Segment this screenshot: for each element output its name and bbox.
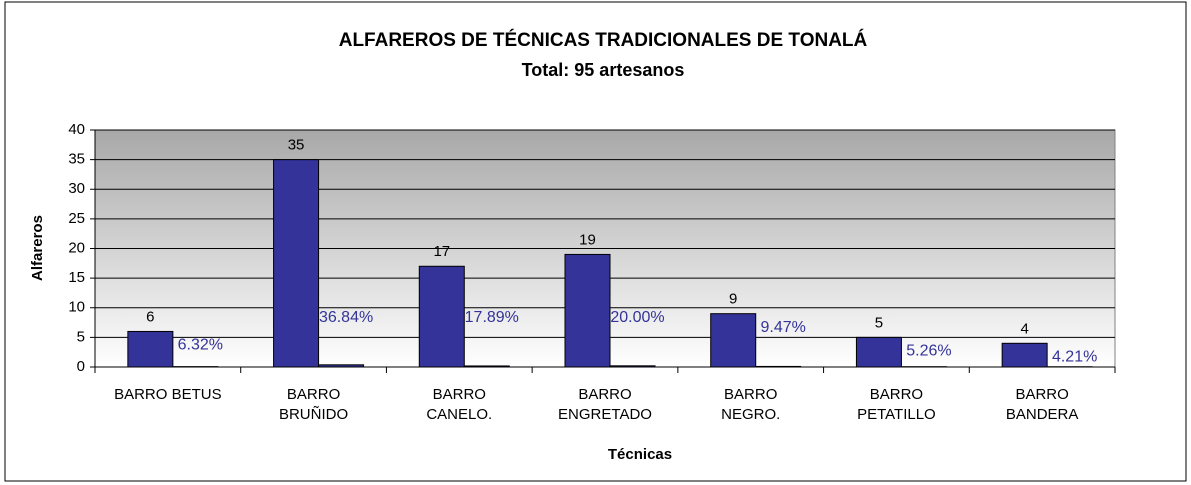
data-label: 6 [146,308,154,325]
y-tick-label: 10 [68,299,85,316]
x-tick-label: BARRO BANDERA [1005,386,1079,423]
y-tick-label: 30 [68,180,85,197]
y-tick-label: 20 [68,239,85,256]
data-label: 20.00% [610,309,664,326]
bar [1001,342,1048,368]
y-tick-label: 15 [68,269,85,286]
y-tick-label: 25 [68,210,85,227]
bar [127,330,174,368]
data-label: 6.32% [178,337,223,354]
data-label: 5.26% [906,343,951,360]
y-tick-label: 35 [68,151,85,168]
bar [855,336,902,368]
x-tick-label: BARRO BRUÑIDO [278,386,349,423]
y-tick-label: 40 [68,121,85,138]
data-label: 17.89% [465,309,519,326]
data-label: 4.21% [1052,349,1097,366]
x-axis-label: Técnicas [608,446,672,463]
x-tick-label: BARRO PETATILLO [857,386,936,423]
data-label: 5 [875,314,883,331]
x-tick-label: BARRO ENGRETADO [558,386,652,423]
data-label: 36.84% [319,309,373,326]
bar [418,265,465,368]
x-tick-label: BARRO NEGRO. [721,386,781,423]
data-label: 4 [1020,320,1028,337]
chart-subtitle: Total: 95 artesanos [522,60,685,80]
data-label: 9.47% [761,319,806,336]
bar [564,253,611,368]
data-label: 19 [579,231,596,248]
bar [710,313,757,368]
y-tick-label: 0 [77,358,85,375]
y-tick-label: 5 [77,328,85,345]
bar [273,159,320,368]
data-label: 17 [433,243,450,260]
chart-title: ALFAREROS DE TÉCNICAS TRADICIONALES DE T… [339,29,868,51]
data-label: 35 [288,137,305,154]
x-tick-label: BARRO CANELO. [426,386,493,423]
data-label: 9 [729,291,737,308]
x-tick-label: BARRO BETUS [114,386,222,403]
y-axis-label: Alfareros [29,215,46,281]
